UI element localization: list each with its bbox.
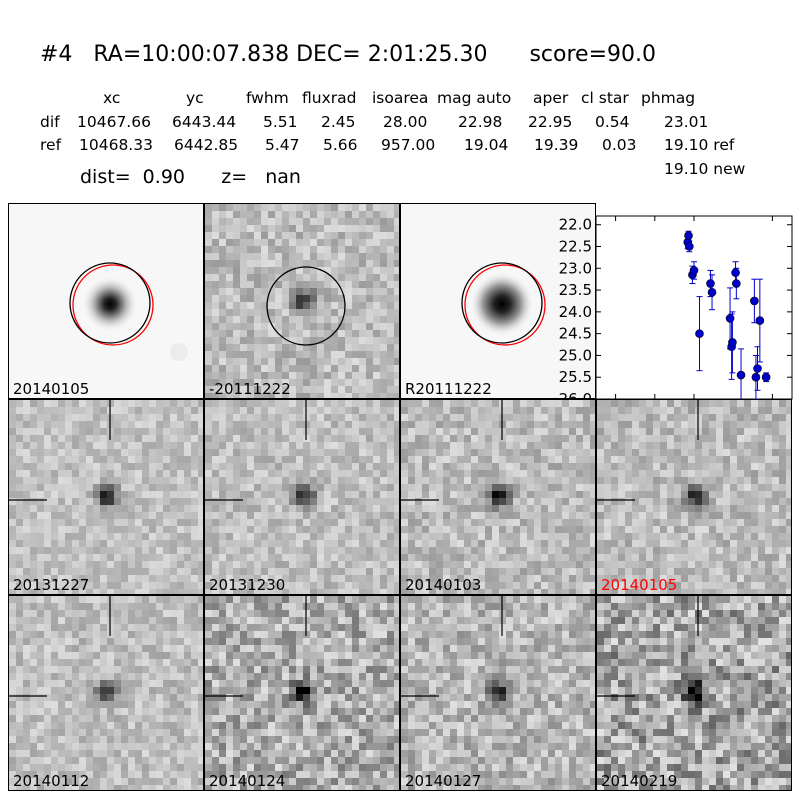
aperture-circle-black bbox=[69, 262, 151, 344]
stamp-label: -20111222 bbox=[209, 380, 291, 398]
aperture-circle-red bbox=[464, 264, 546, 346]
data-point bbox=[736, 370, 746, 380]
cell-aper: 22.95 bbox=[528, 113, 573, 131]
col-header-xc: xc bbox=[103, 89, 121, 107]
stamp-label: 20131230 bbox=[209, 576, 286, 594]
page-title: #4 RA=10:00:07.838 DEC= 2:01:25.30 score… bbox=[40, 42, 656, 67]
data-point bbox=[732, 279, 741, 288]
col-header-cl-star: cl star bbox=[581, 89, 629, 107]
data-point bbox=[706, 279, 715, 288]
y-tick-label: 25.0 bbox=[559, 346, 592, 364]
data-point bbox=[684, 242, 694, 251]
cell-xc: 10467.66 bbox=[77, 113, 151, 131]
aperture-circle-red bbox=[72, 264, 154, 346]
cell-cl-star: 0.54 bbox=[595, 113, 630, 131]
cell-fluxrad: 5.66 bbox=[323, 136, 358, 154]
y-tick-label: 22.5 bbox=[559, 238, 592, 256]
cell-aper: 19.39 bbox=[534, 136, 579, 154]
data-point bbox=[707, 287, 717, 297]
data-point bbox=[751, 372, 761, 382]
stamp-label: 20140112 bbox=[13, 772, 90, 790]
stamp-label: R20111222 bbox=[405, 380, 492, 398]
stamp-image bbox=[9, 596, 203, 790]
y-tick-label: 22.0 bbox=[559, 216, 592, 234]
data-point bbox=[684, 231, 693, 240]
stamp-image bbox=[9, 204, 203, 398]
stamp-label: 20140219 bbox=[601, 772, 678, 790]
row-name: ref bbox=[40, 136, 62, 154]
col-header-mag-auto: mag auto bbox=[437, 89, 512, 107]
data-point bbox=[689, 266, 699, 275]
aperture-circle-black bbox=[266, 266, 346, 346]
stamp-image bbox=[401, 400, 595, 594]
difference-stamp: -20111222 bbox=[204, 203, 400, 399]
cell-xc: 10468.33 bbox=[79, 136, 153, 154]
data-point bbox=[755, 316, 765, 325]
cell-cl-star: 0.03 bbox=[602, 136, 637, 154]
stamp-image bbox=[205, 596, 399, 790]
stamp-label: 20140124 bbox=[209, 772, 286, 790]
epoch-stamp: 20140219 bbox=[596, 595, 792, 791]
stamp-image bbox=[205, 400, 399, 594]
data-point bbox=[761, 372, 771, 382]
science-stamp: 20140105 bbox=[8, 203, 204, 399]
cell-fwhm: 5.47 bbox=[265, 136, 300, 154]
aperture-circle-black bbox=[461, 262, 543, 344]
cell-mag-auto: 22.98 bbox=[458, 113, 503, 131]
reference-stamp: R20111222 bbox=[400, 203, 596, 399]
epoch-stamp: 20131230 bbox=[204, 399, 400, 595]
stamp-image bbox=[597, 596, 791, 790]
epoch-stamp: 20131227 bbox=[8, 399, 204, 595]
phmag-new: 19.10 new bbox=[664, 160, 746, 178]
y-tick-label: 24.0 bbox=[559, 303, 592, 321]
cell-phmag: 23.01 bbox=[664, 113, 709, 131]
stamp-label: 20140105 bbox=[601, 576, 678, 594]
y-tick-label: 24.5 bbox=[559, 325, 592, 343]
cell-isoarea: 957.00 bbox=[381, 136, 436, 154]
dist-z-line: dist= 0.90 z= nan bbox=[80, 166, 301, 188]
data-point bbox=[731, 268, 740, 277]
epoch-stamp-current: 20140105 bbox=[596, 399, 792, 595]
cell-phmag: 19.10 ref bbox=[664, 136, 735, 154]
cell-fwhm: 5.51 bbox=[263, 113, 298, 131]
stamp-image bbox=[205, 204, 399, 398]
stamp-label: 20140103 bbox=[405, 576, 482, 594]
cell-fluxrad: 2.45 bbox=[321, 113, 356, 131]
stamp-image bbox=[401, 204, 595, 398]
data-point bbox=[695, 329, 704, 338]
data-point bbox=[753, 364, 762, 373]
light-curve-chart: 22.022.523.023.524.024.525.025.526.0−100… bbox=[559, 215, 793, 420]
epoch-stamp: 20140112 bbox=[8, 595, 204, 791]
stamp-label: 20140127 bbox=[405, 772, 482, 790]
y-tick-label: 23.0 bbox=[559, 259, 592, 277]
col-header-fluxrad: fluxrad bbox=[302, 89, 357, 107]
row-name: dif bbox=[40, 113, 60, 131]
cell-yc: 6443.44 bbox=[172, 113, 237, 131]
stamp-image bbox=[401, 596, 595, 790]
data-point bbox=[750, 296, 759, 306]
y-tick-label: 25.5 bbox=[559, 368, 592, 386]
y-tick-label: 23.5 bbox=[559, 281, 592, 299]
epoch-stamp: 20140127 bbox=[400, 595, 596, 791]
plot-area bbox=[595, 215, 793, 400]
epoch-stamp: 20140124 bbox=[204, 595, 400, 791]
stamp-label: 20131227 bbox=[13, 576, 90, 594]
col-header-isoarea: isoarea bbox=[372, 89, 429, 107]
epoch-stamp: 20140103 bbox=[400, 399, 596, 595]
stamp-image bbox=[597, 400, 791, 594]
cell-isoarea: 28.00 bbox=[383, 113, 428, 131]
cell-mag-auto: 19.04 bbox=[464, 136, 509, 154]
col-header-fwhm: fwhm bbox=[246, 89, 289, 107]
data-point bbox=[728, 338, 737, 347]
cell-yc: 6442.85 bbox=[174, 136, 239, 154]
col-header-aper: aper bbox=[533, 89, 569, 107]
stamp-label: 20140105 bbox=[13, 380, 90, 398]
stamp-image bbox=[9, 400, 203, 594]
col-header-yc: yc bbox=[186, 89, 204, 107]
col-header-phmag: phmag bbox=[641, 89, 696, 107]
